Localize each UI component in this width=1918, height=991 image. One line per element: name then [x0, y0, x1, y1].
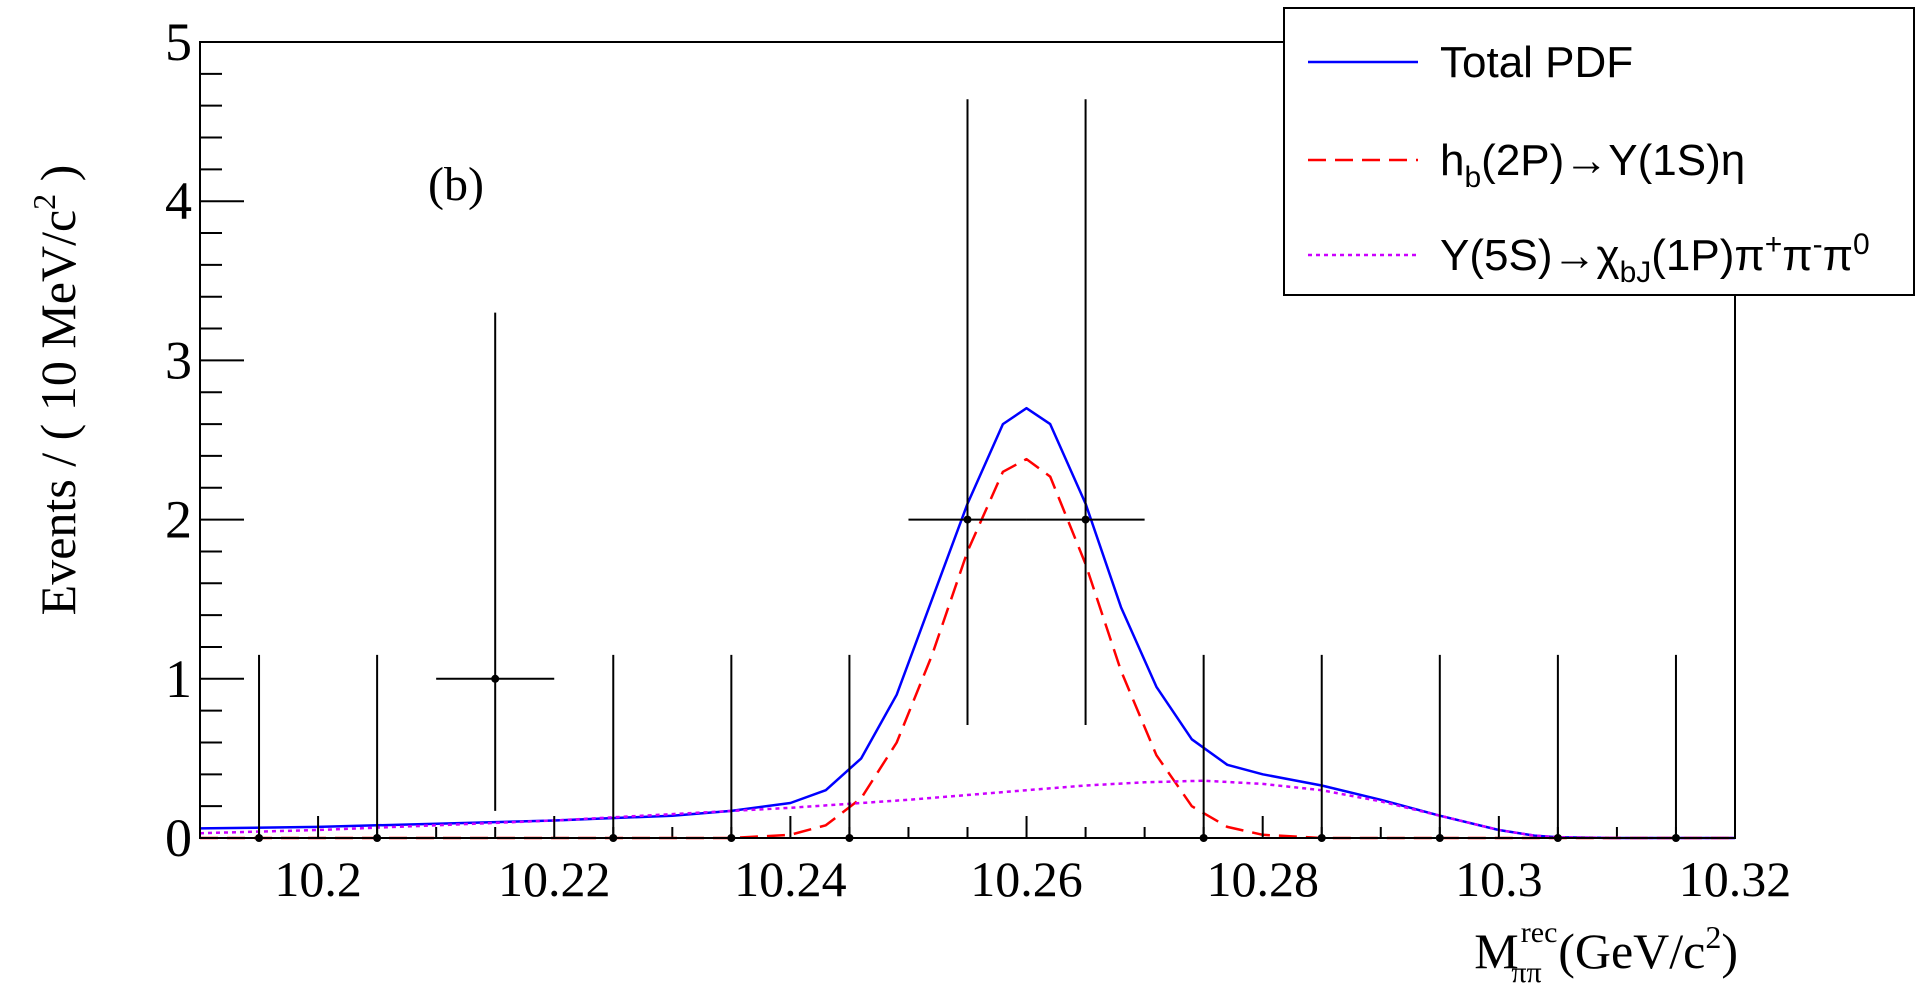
x-axis-title: Mrec ππ (GeV/c2) [1474, 916, 1738, 989]
x-axis-title-units-close: ) [1721, 923, 1738, 979]
data-point [1026, 99, 1145, 725]
legend-label-part: b [1464, 161, 1481, 194]
legend-label: Υ(5S)→χbJ(1P)π+π-π0 [1440, 228, 1870, 289]
y-tick-label: 4 [165, 171, 192, 231]
legend-box [1283, 7, 1915, 296]
pdf-curves [199, 406, 1735, 840]
signal-curve [200, 457, 1735, 840]
legend-label-part: h [1440, 136, 1464, 185]
y-tick-label: 5 [165, 12, 192, 72]
legend-label-part: Total PDF [1440, 38, 1633, 87]
data-point [908, 99, 1027, 725]
legend: Total PDFhb(2P)→Υ(1S)ηΥ(5S)→χbJ(1P)π+π-π… [1283, 7, 1915, 296]
legend-label: Total PDF [1440, 38, 1633, 87]
legend-entry-total-pdf: Total PDF [1308, 38, 1633, 87]
y-axis-title-text: Events / ( 10 MeV/c [30, 210, 86, 615]
plot-frame [199, 41, 1736, 839]
legend-label-part: (2P)→Υ(1S)η [1481, 136, 1745, 185]
y-tick-label: 2 [165, 490, 192, 550]
legend-label-part: Υ(5S)→χ [1440, 231, 1620, 280]
legend-label-part: - [1813, 228, 1823, 261]
legend-label-part: 0 [1853, 228, 1870, 261]
x-tick-label: 10.24 [734, 851, 847, 907]
x-axis-title-sub: ππ [1511, 956, 1541, 989]
y-tick-label: 3 [165, 330, 192, 390]
x-axis-title-units: (GeV/c [1546, 923, 1706, 979]
legend-label: hb(2P)→Υ(1S)η [1440, 136, 1745, 194]
x-tick-label: 10.26 [970, 851, 1083, 907]
x-axis-title-units-sup: 2 [1705, 919, 1721, 955]
y-axis-ticks: 0 1 2 3 4 5 [165, 12, 244, 868]
x-tick-label: 10.3 [1455, 851, 1543, 907]
y-axis-title-sup: 2 [26, 194, 62, 210]
legend-label-part: bJ [1620, 256, 1652, 289]
y-axis-title-close: ) [30, 165, 86, 194]
data-point-marker [1081, 515, 1090, 524]
data-points [255, 99, 1680, 842]
legend-label-part: π [1823, 231, 1853, 280]
x-tick-label: 10.32 [1679, 851, 1792, 907]
legend-label-part: + [1765, 228, 1783, 261]
legend-label-part: (1P)π [1651, 231, 1764, 280]
legend-entry-signal: hb(2P)→Υ(1S)η [1308, 136, 1745, 194]
panel-label: (b) [428, 158, 484, 211]
y-axis-title: Events / ( 10 MeV/c2 ) [26, 165, 86, 616]
x-axis-title-main: M [1474, 923, 1518, 979]
x-tick-label: 10.22 [498, 851, 611, 907]
legend-entries: Total PDFhb(2P)→Υ(1S)ηΥ(5S)→χbJ(1P)π+π-π… [1308, 38, 1870, 289]
x-axis-title-sup: rec [1521, 916, 1558, 949]
x-tick-label: 10.2 [274, 851, 362, 907]
data-point-marker [963, 515, 972, 524]
y-tick-label: 1 [165, 649, 192, 709]
legend-label-part: π [1782, 231, 1812, 280]
y-tick-label: 0 [165, 808, 192, 868]
data-point-marker [491, 674, 500, 683]
data-point [436, 312, 555, 811]
x-tick-label: 10.28 [1206, 851, 1319, 907]
x-axis-ticks: 10.2 10.22 10.24 10.26 10.28 10.3 10.32 [274, 816, 1791, 907]
legend-entry-background: Υ(5S)→χbJ(1P)π+π-π0 [1308, 228, 1870, 289]
